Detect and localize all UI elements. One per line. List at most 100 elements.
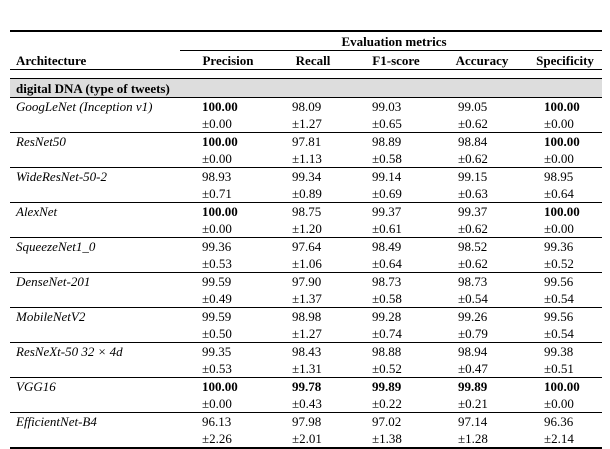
metric-std: ±0.64 <box>522 185 603 203</box>
row-stds: ±0.00 ±0.43 ±0.22 ±0.21 ±0.00 <box>10 395 603 413</box>
metric-std: ±0.52 <box>522 255 603 273</box>
metric-std: ±0.69 <box>350 185 436 203</box>
results-table: Architecture Evaluation metrics Precisio… <box>10 30 603 449</box>
row-values: ResNeXt-50 32 × 4d 99.35 98.43 98.88 98.94 99… <box>10 343 602 361</box>
metric-std: ±0.00 <box>522 150 603 168</box>
metric-value: 99.78 <box>292 379 322 394</box>
row-stds: ±0.00 ±1.20 ±0.61 ±0.62 ±0.00 <box>10 220 603 238</box>
metric-value: 98.94 <box>458 344 488 359</box>
model-name: ResNet50 <box>16 134 66 149</box>
row-values: EfficientNet-B4 96.13 97.98 97.02 97.14 96.36 <box>10 413 602 431</box>
metric-value: 100.00 <box>544 99 580 114</box>
metric-std: ±1.20 <box>270 220 350 238</box>
metric-std: ±0.00 <box>180 150 270 168</box>
metric-std: ±0.71 <box>180 185 270 203</box>
metric-std: ±0.49 <box>180 290 270 308</box>
metric-std: ±0.00 <box>522 220 603 238</box>
metric-std: ±0.47 <box>436 360 522 378</box>
metric-std: ±0.62 <box>436 150 522 168</box>
metric-std: ±0.53 <box>180 255 270 273</box>
metric-value: 99.37 <box>458 204 488 219</box>
metric-value: 98.95 <box>544 169 574 184</box>
metric-value: 99.26 <box>458 309 488 324</box>
metric-value: 97.90 <box>292 274 322 289</box>
metric-std: ±0.43 <box>270 395 350 413</box>
metric-value: 100.00 <box>202 204 238 219</box>
metric-value: 99.89 <box>372 379 402 394</box>
metric-value: 98.73 <box>372 274 402 289</box>
row-stds: ±0.00 ±1.27 ±0.65 ±0.62 ±0.00 <box>10 115 603 133</box>
metric-value: 98.43 <box>292 344 322 359</box>
metric-value: 98.52 <box>458 239 488 254</box>
metric-std: ±1.06 <box>270 255 350 273</box>
metric-value: 100.00 <box>544 379 580 394</box>
model-name: VGG16 <box>16 379 56 394</box>
metric-std: ±0.62 <box>436 220 522 238</box>
metric-value: 98.84 <box>458 134 488 149</box>
metric-std: ±0.00 <box>522 115 603 133</box>
metric-std: ±0.50 <box>180 325 270 343</box>
metric-std: ±0.64 <box>350 255 436 273</box>
metric-std: ±0.58 <box>350 290 436 308</box>
column-header: F1-score <box>350 50 436 70</box>
metric-std: ±2.14 <box>522 430 603 449</box>
metric-value: 99.37 <box>372 204 402 219</box>
metric-value: 98.98 <box>292 309 322 324</box>
architecture-header: Architecture <box>10 30 180 70</box>
blank <box>10 185 180 203</box>
metric-value: 99.28 <box>372 309 402 324</box>
metric-value: 98.89 <box>372 134 402 149</box>
metric-value: 99.59 <box>202 274 232 289</box>
blank <box>10 395 180 413</box>
metric-std: ±1.37 <box>270 290 350 308</box>
row-stds: ±0.53 ±1.31 ±0.52 ±0.47 ±0.51 <box>10 360 603 378</box>
row-stds: ±0.49 ±1.37 ±0.58 ±0.54 ±0.54 <box>10 290 603 308</box>
model-name: WideResNet-50-2 <box>16 169 107 184</box>
column-header: Precision <box>180 50 270 70</box>
metric-value: 99.34 <box>292 169 322 184</box>
section-header: digital DNA (type of tweets) <box>10 78 603 98</box>
metric-std: ±1.27 <box>270 115 350 133</box>
row-values: VGG16 100.00 99.78 99.89 99.89 100.00 <box>10 378 602 396</box>
metric-value: 97.14 <box>458 414 488 429</box>
metric-std: ±0.00 <box>180 115 270 133</box>
metric-std: ±0.21 <box>436 395 522 413</box>
row-values: DenseNet-201 99.59 97.90 98.73 98.73 99.56 <box>10 273 602 291</box>
metric-std: ±0.65 <box>350 115 436 133</box>
metric-std: ±2.01 <box>270 430 350 449</box>
metric-value: 99.56 <box>544 274 574 289</box>
model-name: EfficientNet-B4 <box>16 414 97 429</box>
column-header: Accuracy <box>436 50 522 70</box>
metric-value: 100.00 <box>202 99 238 114</box>
metric-std: ±0.54 <box>522 290 603 308</box>
metric-std: ±1.28 <box>436 430 522 449</box>
row-values: SqueezeNet1_0 99.36 97.64 98.49 98.52 99.36 <box>10 238 602 256</box>
metric-value: 97.81 <box>292 134 322 149</box>
metric-value: 99.35 <box>202 344 232 359</box>
metric-std: ±0.62 <box>436 255 522 273</box>
metric-std: ±1.13 <box>270 150 350 168</box>
metric-value: 98.75 <box>292 204 322 219</box>
metric-std: ±0.74 <box>350 325 436 343</box>
row-values: ResNet50 100.00 97.81 98.89 98.84 100.00 <box>10 133 602 151</box>
metric-value: 98.49 <box>372 239 402 254</box>
metric-value: 97.02 <box>372 414 402 429</box>
blank <box>10 360 180 378</box>
metric-std: ±0.61 <box>350 220 436 238</box>
metric-std: ±0.54 <box>436 290 522 308</box>
row-stds: ±0.00 ±1.13 ±0.58 ±0.62 ±0.00 <box>10 150 603 168</box>
model-name: DenseNet-201 <box>16 274 91 289</box>
metric-std: ±2.26 <box>180 430 270 449</box>
row-stds: ±0.53 ±1.06 ±0.64 ±0.62 ±0.52 <box>10 255 603 273</box>
metric-value: 96.36 <box>544 414 574 429</box>
metric-value: 97.98 <box>292 414 322 429</box>
metric-value: 99.14 <box>372 169 402 184</box>
row-stds: ±0.50 ±1.27 ±0.74 ±0.79 ±0.54 <box>10 325 603 343</box>
blank <box>10 325 180 343</box>
metric-std: ±1.31 <box>270 360 350 378</box>
metric-std: ±0.53 <box>180 360 270 378</box>
metric-value: 100.00 <box>202 134 238 149</box>
row-values: GoogLeNet (Inception v1) 100.00 98.09 99.03… <box>10 98 602 116</box>
metric-value: 100.00 <box>544 204 580 219</box>
metric-std: ±0.51 <box>522 360 603 378</box>
